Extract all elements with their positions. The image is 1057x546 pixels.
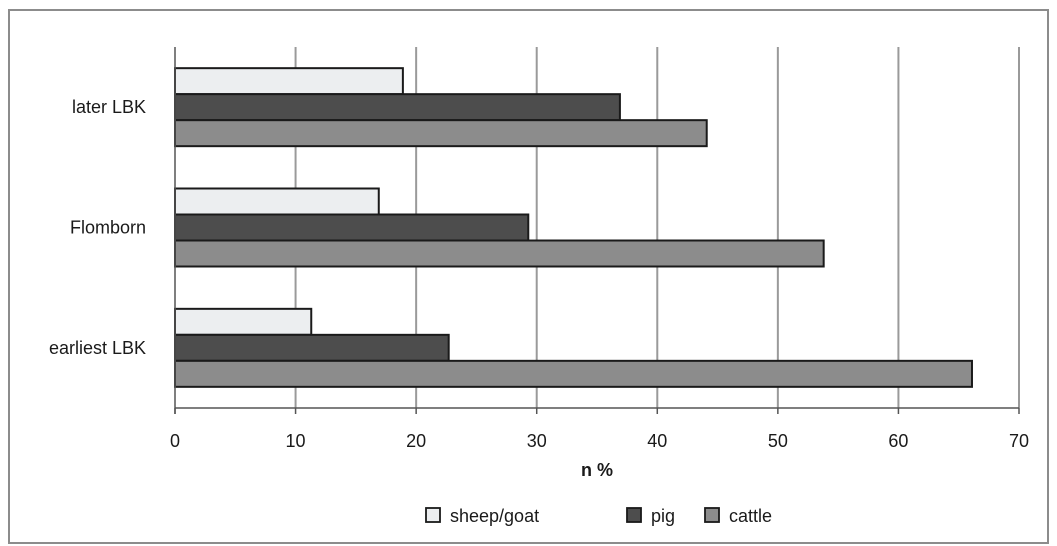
x-tick-label-40: 40 <box>647 431 667 451</box>
bar-pig-earliest-LBK <box>174 333 450 362</box>
x-tick-label-70: 70 <box>1009 431 1029 451</box>
x-tick-label-50: 50 <box>768 431 788 451</box>
bar-sheep-goat-later-LBK <box>174 67 404 96</box>
legend-swatch-pig <box>626 507 642 523</box>
bar-sheep-goat-earliest-LBK <box>174 307 313 336</box>
bar-cattle-earliest-LBK <box>174 359 973 388</box>
category-label-earliest-LBK: earliest LBK <box>49 338 146 358</box>
legend-label-sheep-goat: sheep/goat <box>450 506 539 526</box>
legend-swatch-sheep-goat <box>425 507 441 523</box>
legend-label-cattle: cattle <box>729 506 772 526</box>
legend-swatch-cattle <box>704 507 720 523</box>
bar-cattle-Flomborn <box>174 239 825 268</box>
bar-pig-Flomborn <box>174 213 530 242</box>
x-tick-label-20: 20 <box>406 431 426 451</box>
axes <box>174 47 1020 414</box>
category-labels: earliest LBK Flomborn later LBK <box>49 97 146 358</box>
x-axis-title: n % <box>581 460 613 480</box>
category-label-Flomborn: Flomborn <box>70 218 146 238</box>
bar-cattle-later-LBK <box>174 119 708 148</box>
x-tick-label-60: 60 <box>888 431 908 451</box>
legend: sheep/goat pig cattle <box>425 506 772 526</box>
bar-sheep-goat-Flomborn <box>174 187 380 216</box>
x-tick-label-30: 30 <box>527 431 547 451</box>
category-label-later-LBK: later LBK <box>72 97 146 117</box>
x-tick-label-0: 0 <box>170 431 180 451</box>
bar-pig-later-LBK <box>174 93 621 122</box>
x-tick-labels: 0 10 20 30 40 50 60 70 <box>170 431 1029 451</box>
bars <box>174 67 973 388</box>
x-tick-label-10: 10 <box>286 431 306 451</box>
legend-label-pig: pig <box>651 506 675 526</box>
